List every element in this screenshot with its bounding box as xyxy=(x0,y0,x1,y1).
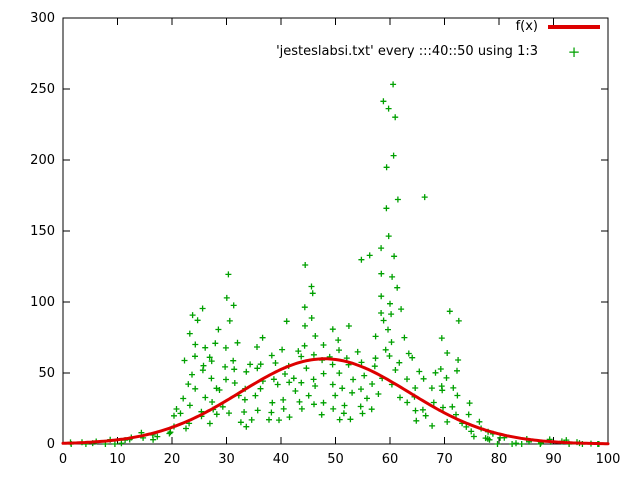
x-tick-label: 40 xyxy=(273,452,290,467)
fx-line-sample xyxy=(548,24,600,29)
y-tick-label: 250 xyxy=(30,82,55,97)
data-point-sample: + xyxy=(567,42,581,61)
legend-item-fx: f(x) xyxy=(516,19,600,34)
fx-line-sample-wrap xyxy=(548,20,600,34)
legend: f(x) 'jesteslabsi.txt' every :::40::50 u… xyxy=(276,19,600,59)
legend-label-fx: f(x) xyxy=(515,19,538,34)
x-tick-label: 60 xyxy=(382,452,399,467)
x-tick-label: 80 xyxy=(491,452,508,467)
x-tick-label: 90 xyxy=(545,452,562,467)
y-tick-label: 150 xyxy=(30,224,55,239)
x-tick-label: 20 xyxy=(164,452,181,467)
fx-curve xyxy=(61,357,610,446)
y-tick-label: 300 xyxy=(30,11,55,26)
scatter-points xyxy=(67,81,602,447)
y-tick-label: 0 xyxy=(47,437,55,452)
x-tick-label: 0 xyxy=(59,452,67,467)
y-tick-label: 100 xyxy=(30,295,55,310)
data-point-sample-wrap: + xyxy=(548,42,600,61)
legend-item-data: 'jesteslabsi.txt' every :::40::50 using … xyxy=(276,44,600,59)
x-tick-label: 70 xyxy=(436,452,453,467)
y-tick-label: 50 xyxy=(38,366,55,381)
legend-label-data: 'jesteslabsi.txt' every :::40::50 using … xyxy=(276,44,538,59)
x-tick-label: 100 xyxy=(596,452,621,467)
x-tick-label: 50 xyxy=(327,452,344,467)
x-tick-label: 10 xyxy=(109,452,126,467)
y-tick-label: 200 xyxy=(30,153,55,168)
x-tick-label: 30 xyxy=(218,452,235,467)
plot-border xyxy=(62,17,609,445)
